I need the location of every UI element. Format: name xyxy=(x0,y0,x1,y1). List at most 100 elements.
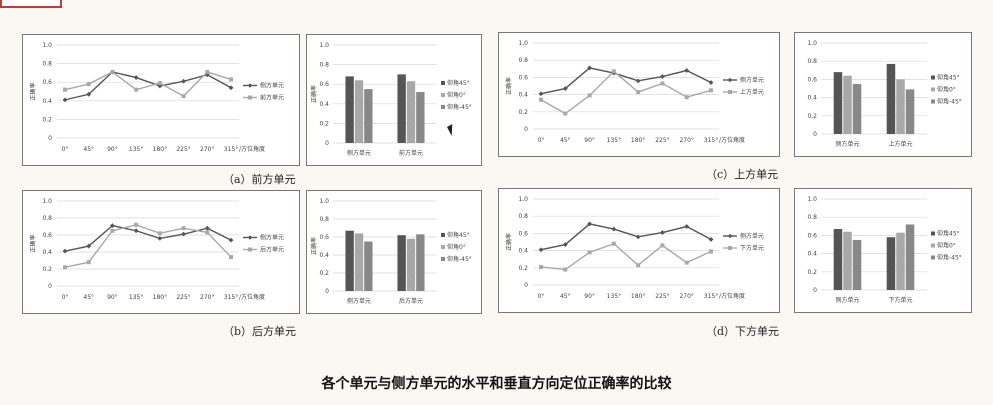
legend-label: 仰角-45° xyxy=(937,98,962,106)
data-point xyxy=(133,228,139,234)
data-point xyxy=(562,86,568,91)
series-line xyxy=(540,223,712,251)
bar-chart-back: 0 0.2 0.4 0.6 0.8 1.0 正确率 侧方单元 后方单元 仰角45° 仰角0° 仰角-4… xyxy=(306,190,482,314)
x-tick-label: 135° xyxy=(129,294,143,301)
data-point xyxy=(205,69,210,74)
legend-label: 侧方单元 xyxy=(740,76,764,84)
caption-top: （c）上方单元 xyxy=(706,168,779,181)
bar-chart-front: 0 0.2 0.4 0.6 0.8 1.0 正确率 侧方单元 前方单元 仰角45° 仰角0° 仰角-4… xyxy=(306,34,482,166)
y-tick-label: 0.8 xyxy=(518,57,528,64)
chart-svg: 0 0.2 0.4 0.6 0.8 1.0 正确率 0° 45° 90° 135° 180° 225° 2… xyxy=(29,42,284,153)
legend-label: 侧方单元 xyxy=(260,234,284,242)
slide-logo-mark xyxy=(0,0,62,8)
series-line xyxy=(540,67,712,95)
y-tick-label: 0.6 xyxy=(518,74,528,81)
bar xyxy=(905,89,915,134)
data-point xyxy=(134,222,139,227)
x-tick-label: 45° xyxy=(83,146,94,153)
legend-label: 仰角-45° xyxy=(937,254,962,262)
x-tick-label: 侧方单元 xyxy=(347,297,371,305)
bar xyxy=(843,75,852,134)
x-tick-label: 315° xyxy=(224,294,238,301)
x-tick-label: 0° xyxy=(538,293,545,300)
y-tick-label: 0.4 xyxy=(518,92,528,99)
legend-label: 侧方单元 xyxy=(740,232,764,240)
data-point xyxy=(587,221,592,227)
data-point xyxy=(228,237,234,243)
legend-swatch xyxy=(441,233,445,237)
line-chart-bottom: 0 0.2 0.4 0.6 0.8 1.0 正确率 0° 45° 90° 135° 180° 225° 2… xyxy=(498,188,780,313)
data-point xyxy=(660,230,665,235)
x-tick-label: 90° xyxy=(584,137,595,144)
y-tick-label: 0.2 xyxy=(518,109,528,116)
data-point xyxy=(684,224,690,229)
bar xyxy=(416,92,425,143)
data-point xyxy=(204,225,210,231)
y-tick-label: 0.2 xyxy=(319,270,329,277)
data-point xyxy=(587,65,592,71)
bar xyxy=(397,235,406,291)
data-point xyxy=(86,260,91,265)
x-axis-suffix-label: /方位角度 xyxy=(719,136,745,144)
x-tick-label: 前方单元 xyxy=(399,149,423,157)
x-tick-label: 270° xyxy=(200,294,214,301)
bar-chart-bottom: 0 0.2 0.4 0.6 0.8 1.0 侧方单元 下方单元 仰角45° 仰角0° 仰角-45° xyxy=(794,188,972,313)
x-tick-label: 135° xyxy=(129,146,143,153)
data-point xyxy=(538,247,544,253)
data-point xyxy=(611,69,616,74)
bar xyxy=(354,80,364,143)
data-point xyxy=(660,74,665,79)
data-point xyxy=(611,241,616,246)
y-tick-label: 0.6 xyxy=(807,232,817,239)
legend-label: 上方单元 xyxy=(740,88,764,96)
bar xyxy=(843,231,852,290)
y-tick-label: 0 xyxy=(813,131,817,138)
data-point xyxy=(538,91,544,97)
x-tick-label: 270° xyxy=(200,146,214,153)
bar xyxy=(886,237,896,290)
x-tick-label: 45° xyxy=(560,293,571,300)
legend-swatch xyxy=(931,99,935,104)
bar xyxy=(345,230,354,291)
bar-chart-top: 0 0.2 0.4 0.6 0.8 1.0 侧方单元 上方单元 仰角45° 仰角0° 仰角-45° xyxy=(794,32,972,157)
line-chart-back: 0 0.2 0.4 0.6 0.8 1.0 正确率 0° 45° 90° 135° 180° 225° 2… xyxy=(22,190,300,314)
y-tick-label: 0.4 xyxy=(807,95,817,102)
data-point xyxy=(660,243,665,248)
y-axis-label: 正确率 xyxy=(505,233,513,251)
data-point xyxy=(635,234,641,240)
x-tick-label: 225° xyxy=(176,146,190,153)
data-point xyxy=(133,75,139,80)
x-tick-label: 45° xyxy=(560,137,571,144)
y-tick-label: 0.6 xyxy=(42,79,52,86)
data-point xyxy=(587,250,592,255)
bar xyxy=(416,234,425,291)
data-point xyxy=(110,69,115,74)
x-tick-label: 315° xyxy=(224,146,238,153)
legend-swatch xyxy=(441,81,445,85)
legend-label: 仰角-45° xyxy=(447,103,472,111)
x-tick-label: 后方单元 xyxy=(399,297,423,305)
y-tick-label: 0 xyxy=(48,135,52,142)
y-tick-label: 0.2 xyxy=(42,266,52,273)
y-tick-label: 0 xyxy=(524,282,528,289)
chart-svg: 0 0.2 0.4 0.6 0.8 1.0 正确率 0° 45° 90° 135° 180° 225° 2… xyxy=(29,198,284,301)
data-point xyxy=(110,228,115,233)
series-line xyxy=(64,224,232,268)
data-point xyxy=(62,248,68,254)
y-tick-label: 0.8 xyxy=(319,62,329,69)
chart-svg: 0 0.2 0.4 0.6 0.8 1.0 侧方单元 下方单元 仰角45° 仰角0° 仰角-45° xyxy=(807,196,962,304)
data-point xyxy=(539,264,543,269)
legend-swatch xyxy=(441,105,445,109)
data-point xyxy=(181,78,186,84)
legend-label: 仰角0° xyxy=(447,243,466,251)
y-tick-label: 1.0 xyxy=(319,198,329,205)
y-tick-label: 1.0 xyxy=(319,42,329,49)
series-line xyxy=(540,70,712,115)
bar xyxy=(406,81,416,143)
data-point xyxy=(63,265,67,270)
legend-label: 仰角45° xyxy=(447,79,470,87)
legend-swatch xyxy=(931,243,935,248)
x-tick-label: 180° xyxy=(631,137,645,144)
